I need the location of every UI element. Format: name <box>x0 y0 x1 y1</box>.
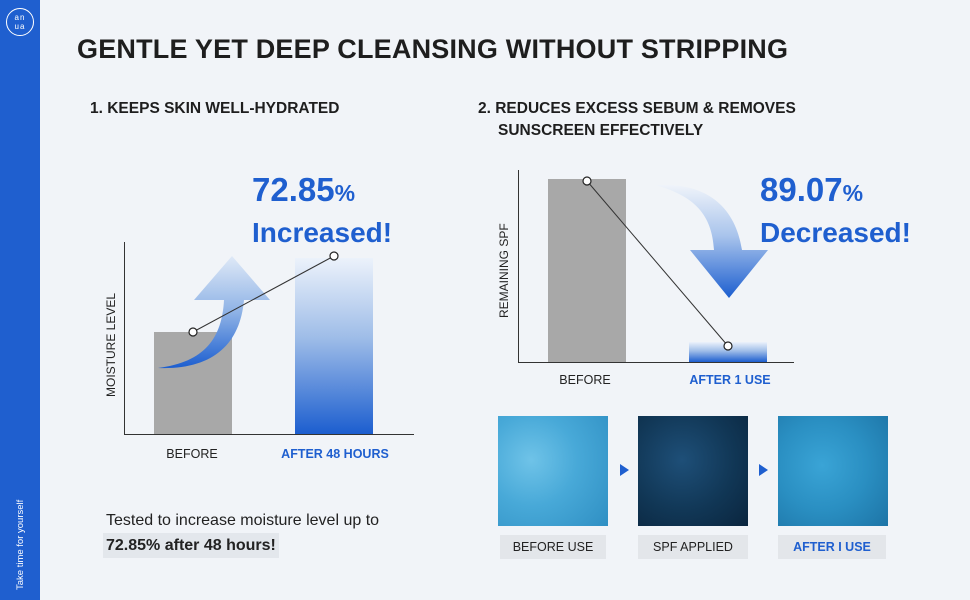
spf-connector-line <box>586 180 729 347</box>
decrease-arrow-icon <box>655 184 768 298</box>
moisture-connector-line <box>192 255 335 333</box>
moisture-bar-after <box>295 258 373 434</box>
brand-sidebar: an ua Take time for yourself <box>0 0 40 600</box>
increase-unit: % <box>334 180 356 206</box>
moisture-category-after: AFTER 48 HOURS <box>281 447 389 461</box>
decrease-value: 89.07 <box>760 171 843 208</box>
decrease-unit: % <box>842 180 864 206</box>
caption-before-use: BEFORE USE <box>500 535 606 559</box>
swatch-before-use <box>498 416 608 526</box>
decrease-word: Decreased! <box>760 217 911 248</box>
moisture-y-axis <box>124 242 125 434</box>
increase-word: Increased! <box>252 217 393 248</box>
increase-value: 72.85 <box>252 171 335 208</box>
swatch-spf-applied <box>638 416 748 526</box>
moisture-point-after <box>329 251 339 261</box>
spf-category-before: BEFORE <box>559 373 611 387</box>
section2-title-line2: SUNSCREEN EFFECTIVELY <box>498 122 704 139</box>
caption-spf-applied: SPF APPLIED <box>638 535 748 559</box>
next-arrow-icon <box>620 464 629 476</box>
increase-arrow-icon <box>158 256 270 369</box>
increase-stat: 72.85% Increased! <box>252 172 392 251</box>
spf-bar-before <box>548 179 626 362</box>
decrease-stat: 89.07% Decreased! <box>760 172 911 251</box>
moisture-category-before: BEFORE <box>166 447 218 461</box>
moisture-x-axis <box>124 434 414 435</box>
description-line-1: Tested to increase moisture level up to <box>106 512 380 529</box>
swatch-after-use <box>778 416 888 526</box>
moisture-point-before <box>188 327 198 337</box>
section2-title: 2. REDUCES EXCESS SEBUM & REMOVES SUNSCR… <box>478 98 878 142</box>
section1-title: 1. KEEPS SKIN WELL-HYDRATED <box>90 100 340 117</box>
next-arrow-icon <box>759 464 768 476</box>
spf-y-axis <box>518 170 519 362</box>
page-headline: GENTLE YET DEEP CLEANSING WITHOUT STRIPP… <box>77 34 789 64</box>
moisture-description: Tested to increase moisture level up to … <box>103 508 380 558</box>
spf-x-axis <box>518 362 794 363</box>
caption-after-use: AFTER I USE <box>778 535 886 559</box>
brand-logo: an ua <box>6 8 34 36</box>
spf-category-after: AFTER 1 USE <box>689 373 771 387</box>
spf-bar-after <box>689 342 767 362</box>
spf-point-after <box>723 341 733 351</box>
description-line-2: 72.85% after 48 hours! <box>103 533 279 558</box>
spf-point-before <box>582 176 592 186</box>
section2-title-line1: 2. REDUCES EXCESS SEBUM & REMOVES <box>478 100 796 117</box>
